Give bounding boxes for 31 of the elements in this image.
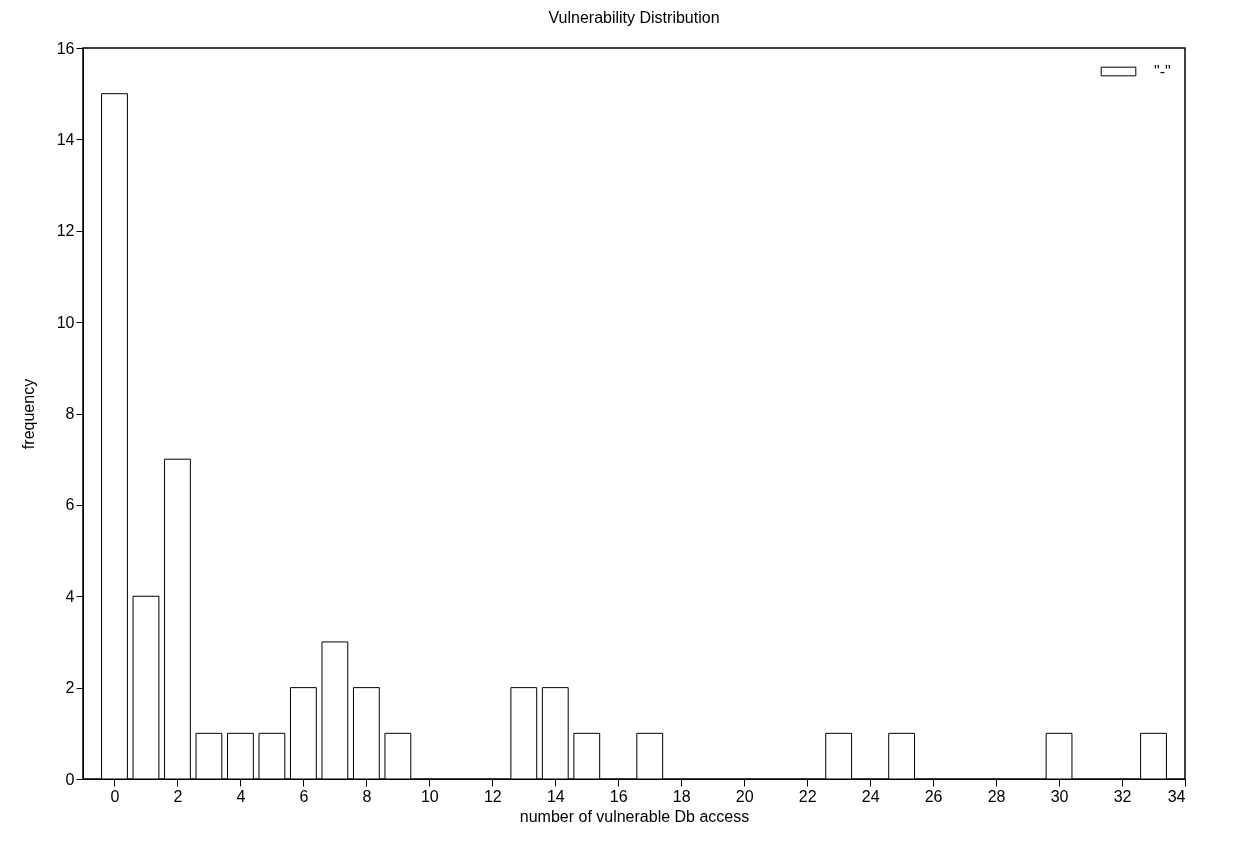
y-tick-label: 4: [65, 587, 75, 605]
x-axis-title: number of vulnerable Db access: [519, 807, 750, 825]
y-tick-label: 2: [65, 679, 75, 697]
x-tick-label: 2: [173, 787, 183, 805]
y-tick-label: 0: [65, 770, 75, 788]
x-tick-label: 12: [483, 787, 502, 805]
y-axis-title: frequency: [19, 378, 37, 450]
y-tick-label: 12: [56, 222, 75, 240]
x-tick-label: 6: [299, 787, 309, 805]
x-tick-label: 24: [861, 787, 880, 805]
y-tick-label: 14: [56, 130, 75, 148]
x-tick-label: 0: [110, 787, 120, 805]
y-tick-label: 16: [56, 39, 75, 57]
x-tick-label: 18: [672, 787, 691, 805]
x-tick-label: 10: [420, 787, 439, 805]
x-tick-label: 8: [362, 787, 372, 805]
x-tick-label: 26: [924, 787, 943, 805]
x-tick-label: 28: [987, 787, 1006, 805]
x-tick-label: 4: [236, 787, 246, 805]
x-tick-label: 34: [1167, 787, 1186, 805]
y-tick-label: 6: [65, 496, 75, 514]
y-tick-label: 8: [65, 405, 75, 422]
legend-label: "-": [1154, 62, 1171, 80]
y-tick-label: 10: [56, 313, 75, 331]
x-tick-label: 20: [735, 787, 754, 805]
x-tick-label: 16: [609, 787, 628, 805]
x-tick-label: 14: [546, 787, 565, 805]
x-tick-label: 22: [798, 787, 817, 805]
x-tick-label: 32: [1113, 787, 1132, 805]
x-tick-label: 30: [1050, 787, 1069, 805]
chart-title: Vulnerability Distribution: [548, 9, 720, 26]
